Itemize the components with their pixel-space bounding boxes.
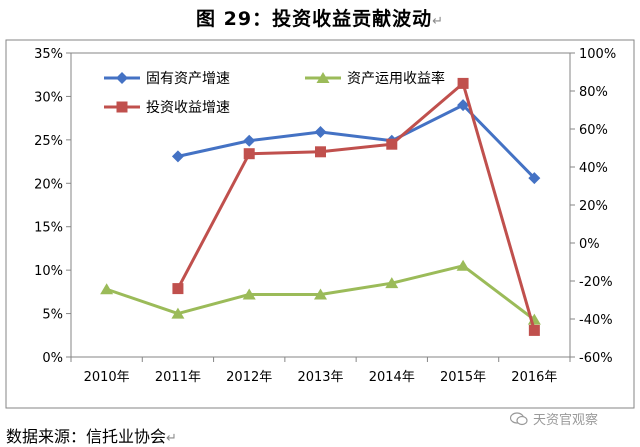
x-tick-label: 2010年 [84,370,130,385]
chart-frame [5,39,635,409]
y-right-tick-label: 20% [579,199,608,214]
line-chart: 0% 5% 10% 15% 20% 25% 30% 35% -60% -40% -20% 0% 20% 4… [5,39,635,409]
x-tick-label: 2016年 [511,370,557,385]
series-line [177,103,536,180]
data-point [243,148,255,160]
y-left-tick-label: 15% [34,221,63,236]
data-point [171,150,184,163]
chart-title-text: 图 29：投资收益贡献波动 [196,8,433,30]
series-income_growth [172,77,540,336]
x-tick-label: 2015年 [440,370,486,385]
y-right-tick-label: 80% [579,85,608,100]
plot-area-border [70,52,571,358]
x-tick-label: 2013年 [297,370,343,385]
data-point [314,288,327,300]
y-left-tick-label: 30% [34,90,63,105]
x-tick-label: 2011年 [155,370,201,385]
data-point [457,77,469,89]
y-left-tick-label: 10% [34,264,63,279]
legend-label: 投资收益增速 [146,100,230,116]
legend-label: 固有资产增速 [146,71,230,87]
watermark: 天资官观察 [510,409,598,428]
chart-axes: 0% 5% 10% 15% 20% 25% 30% 35% -60% -40% -20% 0% 20% 4… [34,47,616,385]
legend-item: 资产运用收益率 [305,70,445,87]
y-right-tick-label: 100% [579,47,616,62]
data-point [242,288,256,300]
y-left-tick-label: 20% [34,177,63,192]
legend-marker [116,101,128,113]
data-point [528,172,541,185]
y-left-tick-label: 35% [34,47,63,62]
data-point [315,146,326,158]
y-right-tick-label: 60% [579,123,608,138]
series-asset_growth [171,99,541,185]
chart-area-border [5,39,635,409]
legend-label: 资产运用收益率 [347,70,445,87]
y-right-tick-label: -20% [579,275,613,290]
x-tick-label: 2012年 [226,370,272,385]
paragraph-mark: ↵ [166,431,177,446]
data-point [457,99,470,112]
data-point [171,307,185,319]
data-point [100,283,114,295]
series-return_rate [100,259,541,325]
legend-marker [316,72,330,83]
y-left-tick-label: 25% [34,134,63,149]
legend-item: 固有资产增速 [104,71,230,87]
y-left-tick-label: 0% [42,351,63,366]
data-point [386,138,398,150]
legend-item: 投资收益增速 [104,100,230,116]
series-line [176,81,536,331]
source-text: 数据来源：信托业协会 [6,427,167,446]
data-point [243,134,256,147]
source-note: 数据来源：信托业协会↵ [6,423,177,447]
data-point [385,277,399,289]
y-right-tick-label: 0% [579,237,600,252]
data-point [172,283,184,295]
chart-title: 图 29：投资收益贡献波动↵ [0,4,640,31]
legend-marker [116,72,128,84]
wechat-icon [510,411,528,425]
chart-series [100,77,541,336]
y-left-tick-label: 5% [42,308,63,323]
data-point [314,126,327,139]
paragraph-mark: ↵ [432,14,444,29]
data-point [456,259,470,271]
y-right-tick-label: -60% [579,351,613,366]
y-right-tick-label: -40% [579,313,613,328]
y-right-tick-label: 40% [579,161,608,176]
data-point [528,324,540,336]
x-tick-label: 2014年 [369,370,415,385]
watermark-text: 天资官观察 [533,413,599,428]
